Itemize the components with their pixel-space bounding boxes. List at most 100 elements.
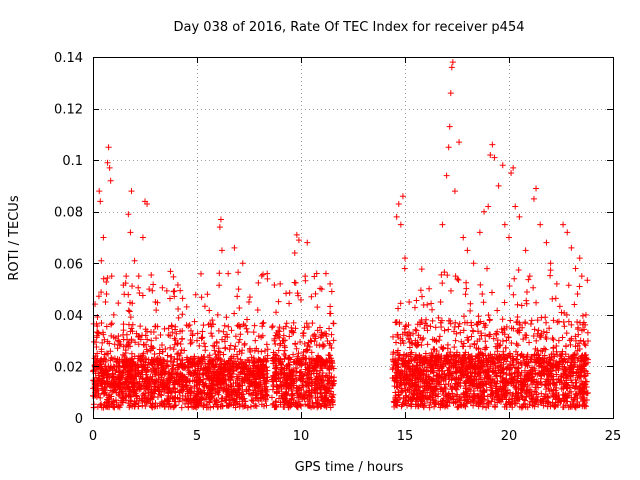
data-point bbox=[117, 341, 124, 348]
y-tick-label: 0 bbox=[75, 412, 83, 427]
data-point bbox=[137, 323, 144, 330]
data-point bbox=[187, 377, 194, 384]
data-point bbox=[251, 359, 258, 366]
data-point bbox=[179, 295, 186, 302]
data-point bbox=[261, 380, 268, 387]
data-point bbox=[151, 390, 158, 397]
data-point bbox=[152, 335, 159, 342]
data-point bbox=[408, 396, 415, 403]
data-point bbox=[405, 336, 412, 343]
data-point bbox=[117, 379, 124, 386]
data-point bbox=[394, 332, 401, 339]
data-point bbox=[244, 376, 251, 383]
data-point bbox=[104, 159, 111, 166]
data-point bbox=[465, 386, 472, 393]
data-point bbox=[167, 377, 174, 384]
data-point bbox=[99, 339, 106, 346]
data-point bbox=[197, 270, 204, 277]
data-point bbox=[176, 380, 183, 387]
data-point bbox=[421, 325, 428, 332]
data-point bbox=[321, 386, 328, 393]
data-point bbox=[207, 387, 214, 394]
data-point bbox=[582, 342, 589, 349]
data-point bbox=[491, 379, 498, 386]
data-point bbox=[409, 377, 416, 384]
data-point bbox=[229, 362, 236, 369]
data-point bbox=[412, 354, 419, 361]
data-point bbox=[555, 375, 562, 382]
data-point bbox=[230, 402, 237, 409]
data-point bbox=[455, 376, 462, 383]
data-point bbox=[195, 391, 202, 398]
data-point bbox=[246, 294, 253, 301]
data-point bbox=[128, 325, 135, 332]
data-point bbox=[578, 327, 585, 334]
data-point bbox=[563, 379, 570, 386]
data-point bbox=[103, 323, 110, 330]
data-point bbox=[407, 332, 414, 339]
data-point bbox=[304, 383, 311, 390]
data-point bbox=[315, 375, 322, 382]
data-point bbox=[105, 350, 112, 357]
data-point bbox=[163, 363, 170, 370]
data-point bbox=[144, 366, 151, 373]
data-point bbox=[532, 345, 539, 352]
data-point bbox=[578, 354, 585, 361]
x-tick-label: 5 bbox=[193, 429, 201, 444]
data-point bbox=[468, 333, 475, 340]
data-point bbox=[137, 336, 144, 343]
data-point bbox=[415, 332, 422, 339]
data-point bbox=[303, 346, 310, 353]
data-point bbox=[281, 342, 288, 349]
data-point bbox=[466, 393, 473, 400]
data-point bbox=[394, 349, 401, 356]
data-point bbox=[407, 351, 414, 358]
data-point bbox=[228, 383, 235, 390]
data-point bbox=[496, 355, 503, 362]
data-point bbox=[460, 340, 467, 347]
data-point bbox=[269, 386, 276, 393]
data-point bbox=[315, 352, 322, 359]
data-point bbox=[327, 303, 334, 310]
data-point bbox=[92, 301, 99, 308]
data-point bbox=[448, 386, 455, 393]
data-point bbox=[570, 352, 577, 359]
data-point bbox=[452, 357, 459, 364]
data-point bbox=[297, 339, 304, 346]
data-point bbox=[227, 377, 234, 384]
data-point bbox=[110, 334, 117, 341]
data-point bbox=[399, 193, 406, 200]
data-point bbox=[319, 373, 326, 380]
data-point bbox=[194, 330, 201, 337]
data-point bbox=[184, 390, 191, 397]
data-point bbox=[495, 182, 502, 189]
data-point bbox=[442, 360, 449, 367]
data-point bbox=[545, 373, 552, 380]
data-point bbox=[513, 400, 520, 407]
x-tick-label: 0 bbox=[89, 429, 97, 444]
data-point bbox=[445, 317, 452, 324]
data-point bbox=[529, 402, 536, 409]
data-point bbox=[155, 380, 162, 387]
data-point bbox=[201, 383, 208, 390]
data-point bbox=[465, 351, 472, 358]
data-point bbox=[126, 386, 133, 393]
data-point bbox=[411, 387, 418, 394]
data-point bbox=[420, 368, 427, 375]
data-point bbox=[218, 395, 225, 402]
data-point bbox=[541, 355, 548, 362]
data-point bbox=[282, 337, 289, 344]
data-point bbox=[427, 352, 434, 359]
data-point bbox=[549, 335, 556, 342]
data-point bbox=[568, 359, 575, 366]
data-point bbox=[584, 359, 591, 366]
data-point bbox=[395, 200, 402, 207]
data-point bbox=[537, 347, 544, 354]
data-point bbox=[291, 249, 298, 256]
data-point bbox=[132, 379, 139, 386]
data-point bbox=[446, 359, 453, 366]
data-point bbox=[464, 374, 471, 381]
data-point bbox=[283, 365, 290, 372]
data-point bbox=[515, 266, 522, 273]
